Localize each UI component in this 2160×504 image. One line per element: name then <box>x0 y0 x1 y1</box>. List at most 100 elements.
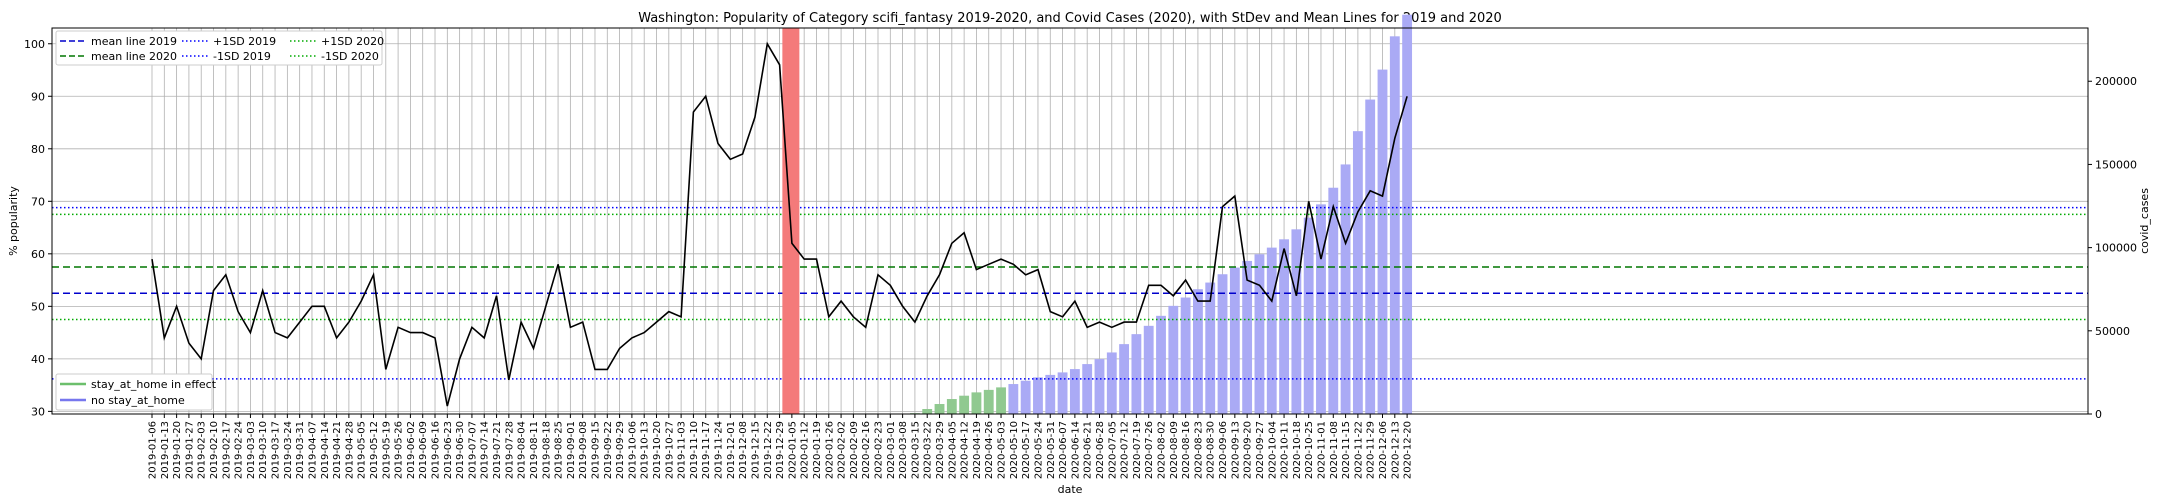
x-tick-label: 2019-10-13 <box>640 421 651 479</box>
x-tick-label: 2019-05-26 <box>394 421 405 479</box>
x-tick-label: 2019-06-09 <box>418 421 429 479</box>
x-tick-label: 2020-12-13 <box>1390 421 1401 479</box>
covid-bar <box>934 404 945 414</box>
x-tick-label: 2020-01-05 <box>787 421 798 479</box>
x-tick-label: 2020-08-30 <box>1206 421 1217 479</box>
x-tick-label: 2020-11-22 <box>1353 421 1364 479</box>
covid-bar <box>922 409 933 414</box>
x-tick-label: 2019-10-20 <box>652 421 663 479</box>
x-tick-label: 2019-04-21 <box>332 421 343 479</box>
x-tick-label: 2019-02-03 <box>197 421 208 479</box>
x-tick-label: 2019-03-24 <box>283 421 294 479</box>
covid-bar <box>1033 377 1043 414</box>
x-tick-label: 2020-08-02 <box>1157 421 1168 479</box>
y-right-tick-label: 150000 <box>2095 158 2137 171</box>
x-tick-label: 2020-10-11 <box>1280 421 1291 479</box>
x-tick-label: 2020-04-12 <box>960 421 971 479</box>
covid-bars <box>909 14 1413 415</box>
x-tick-label: 2020-09-06 <box>1218 421 1229 479</box>
x-tick-label: 2020-03-01 <box>886 421 897 479</box>
covid-bar <box>1143 325 1154 414</box>
x-tick-label: 2019-11-03 <box>677 421 688 479</box>
x-tick-label: 2019-10-06 <box>627 421 638 479</box>
legend-bottom-frame <box>55 373 213 411</box>
x-tick-label: 2019-12-29 <box>775 421 786 479</box>
x-tick-label: 2020-10-25 <box>1304 421 1315 479</box>
covid-bar <box>1229 267 1240 414</box>
popularity-series <box>151 41 1408 407</box>
x-tick-label: 2020-04-05 <box>947 421 958 479</box>
x-tick-label: 2020-01-19 <box>812 421 823 479</box>
covid-bar <box>959 395 970 414</box>
x-axis-label: date <box>1058 483 1083 496</box>
x-tick-label: 2019-10-27 <box>664 421 675 479</box>
covid-bar <box>1266 247 1277 414</box>
legend-label-plus-sd-2020: +1SD 2020 <box>321 35 384 48</box>
x-tick-label: 2019-02-24 <box>234 421 245 479</box>
x-tick-label: 2019-03-31 <box>295 421 306 479</box>
x-tick-label: 2020-03-15 <box>910 421 921 479</box>
y-tick-label: 90 <box>31 90 45 103</box>
legend-label-stay-at-home: stay_at_home in effect <box>91 378 217 391</box>
x-tick-label: 2020-02-09 <box>849 421 860 479</box>
x-tick-label: 2020-09-13 <box>1230 421 1241 479</box>
x-tick-label: 2019-08-25 <box>554 421 565 479</box>
legend-label-minus-sd-2020: -1SD 2020 <box>321 50 379 63</box>
x-tick-label: 2020-12-20 <box>1403 421 1414 479</box>
x-tick-label: 2020-06-28 <box>1095 421 1106 479</box>
x-tick-label: 2019-01-06 <box>148 421 159 479</box>
x-tick-label: 2019-07-14 <box>480 421 491 479</box>
covid-bar <box>1057 372 1068 414</box>
x-tick-label: 2019-03-10 <box>258 421 269 479</box>
x-tick-label: 2020-07-19 <box>1132 421 1143 479</box>
x-tick-label: 2019-07-28 <box>504 421 515 479</box>
reference-lines <box>52 206 2088 380</box>
legend-top: mean line 2019 mean line 2020 +1SD 2019 … <box>55 30 384 66</box>
x-tick-label: 2020-01-26 <box>824 421 835 479</box>
x-axis: 2019-01-06 2019-01-13 2019-01-20 2019-01-27… <box>148 414 1414 479</box>
x-tick-label: 2020-11-29 <box>1366 421 1377 479</box>
covid-bar <box>1328 187 1339 414</box>
x-tick-label: 2020-05-24 <box>1034 421 1045 479</box>
x-tick-label: 2019-06-30 <box>455 421 466 479</box>
covid-bar <box>1094 359 1105 414</box>
x-tick-label: 2019-07-21 <box>492 421 503 479</box>
x-tick-label: 2019-09-22 <box>603 421 614 479</box>
x-tick-label: 2020-10-18 <box>1292 421 1303 479</box>
x-tick-label: 2020-11-08 <box>1329 421 1340 479</box>
x-tick-label: 2020-11-15 <box>1341 421 1352 479</box>
y-axis-label: % popularity <box>7 186 20 256</box>
x-tick-label: 2019-11-10 <box>689 421 700 479</box>
x-tick-label: 2019-08-18 <box>541 421 552 479</box>
x-tick-label: 2020-12-06 <box>1378 421 1389 479</box>
x-tick-label: 2019-06-16 <box>431 421 442 479</box>
legend-label-minus-sd-2019: -1SD 2019 <box>213 50 271 63</box>
x-tick-label: 2019-04-07 <box>308 421 319 479</box>
y-axis-label-right: covid_cases <box>2138 188 2151 254</box>
y-tick-label: 30 <box>31 405 45 418</box>
legend-label-no-stay-at-home: no stay_at_home <box>91 394 185 407</box>
x-tick-label: 2020-02-02 <box>837 421 848 479</box>
x-tick-label: 2019-08-04 <box>517 421 528 479</box>
covid-bar <box>1254 254 1265 414</box>
y-axis-left: 30 40 50 60 70 80 90 100 <box>24 38 52 418</box>
covid-bar <box>1020 380 1031 414</box>
covid-bar <box>1242 260 1253 414</box>
grid <box>52 28 2088 414</box>
covid-bar <box>1365 99 1376 415</box>
x-tick-label: 2019-09-15 <box>591 421 602 479</box>
x-tick-label: 2019-04-28 <box>344 421 355 479</box>
x-tick-label: 2020-04-26 <box>984 421 995 479</box>
covid-bar <box>1316 204 1326 414</box>
x-tick-label: 2019-06-02 <box>406 421 417 479</box>
y-tick-label: 60 <box>31 248 45 261</box>
x-tick-label: 2019-09-08 <box>578 421 589 479</box>
x-tick-label: 2020-07-26 <box>1144 421 1155 479</box>
x-tick-label: 2020-03-29 <box>935 421 946 479</box>
x-tick-label: 2020-03-08 <box>898 421 909 479</box>
x-tick-label: 2019-05-05 <box>357 421 368 479</box>
covid-bar <box>1168 305 1179 414</box>
covid-bar <box>971 392 982 414</box>
covid-bar <box>1131 334 1142 414</box>
